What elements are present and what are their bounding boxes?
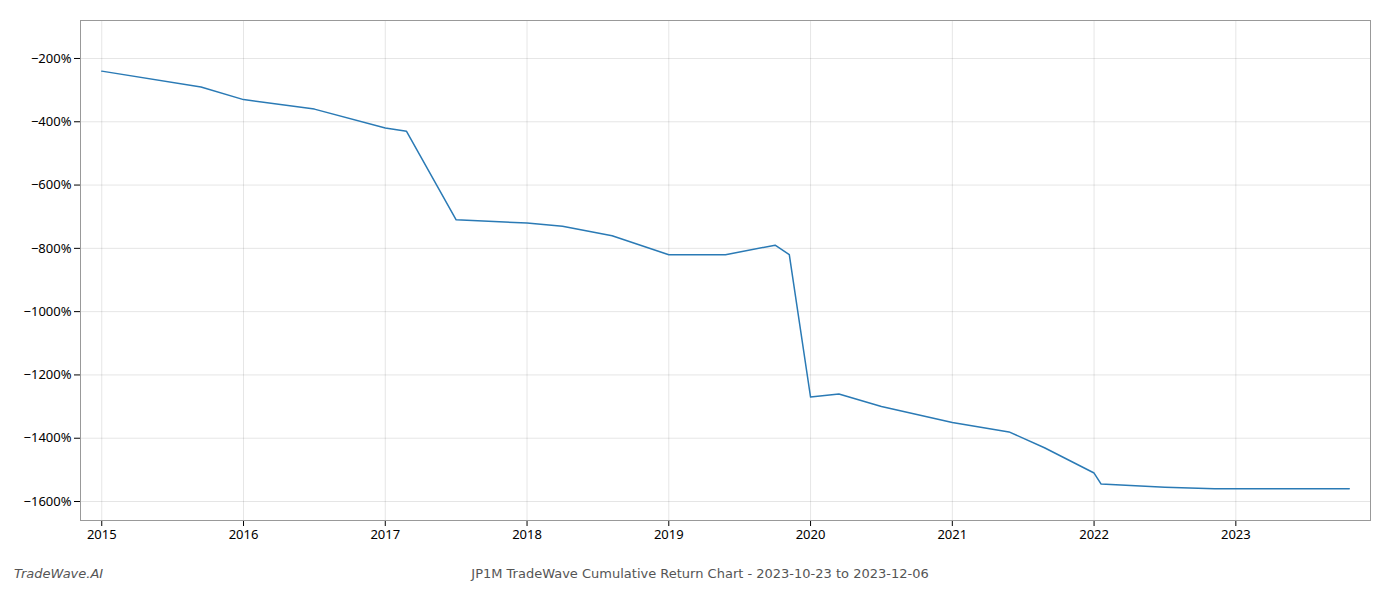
svg-text:−1000%: −1000% — [24, 302, 72, 320]
svg-text:2022: 2022 — [1079, 525, 1109, 543]
svg-text:−1400%: −1400% — [24, 428, 72, 446]
svg-text:−1600%: −1600% — [24, 492, 72, 510]
svg-text:2016: 2016 — [229, 525, 259, 543]
svg-text:2023: 2023 — [1221, 525, 1251, 543]
svg-text:2018: 2018 — [512, 525, 542, 543]
html-text:TradeWave.AI: TradeWave.AI — [14, 566, 104, 581]
svg-text:−800%: −800% — [31, 239, 72, 257]
svg-text:2019: 2019 — [654, 525, 684, 543]
svg-text:2020: 2020 — [796, 525, 826, 543]
svg-text:−600%: −600% — [31, 175, 72, 193]
svg-text:−1200%: −1200% — [24, 365, 72, 383]
svg-text:2015: 2015 — [87, 525, 117, 543]
svg-text:2017: 2017 — [370, 525, 400, 543]
svg-text:−400%: −400% — [31, 112, 72, 130]
html-text:JP1M TradeWave Cumulative Retu: JP1M TradeWave Cumulative Return Chart -… — [471, 566, 929, 581]
svg-text:2021: 2021 — [937, 525, 967, 543]
svg-text:−200%: −200% — [31, 49, 72, 67]
